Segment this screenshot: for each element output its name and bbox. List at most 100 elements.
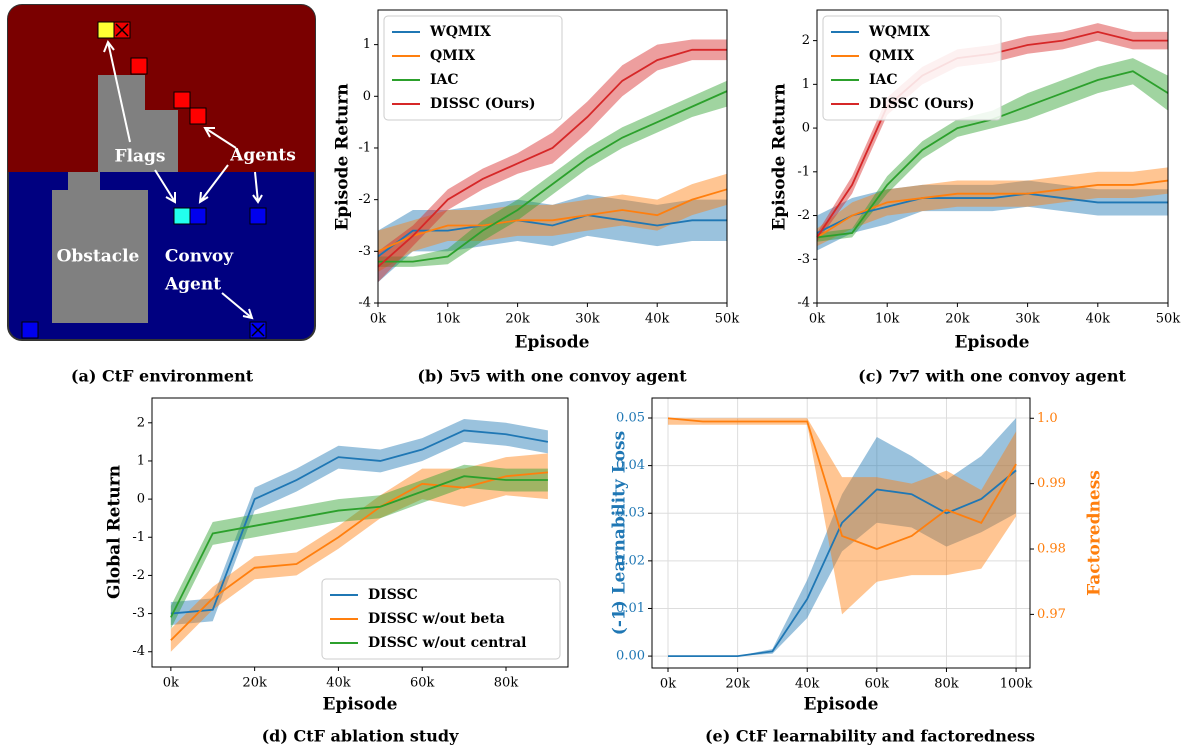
x-tick-label: 40k	[1086, 312, 1111, 327]
x-axis-label: Episode	[955, 333, 1030, 353]
legend-box	[321, 578, 561, 660]
band	[817, 180, 1168, 251]
x-axis-label: Episode	[804, 695, 879, 715]
y-tick-label: 2	[137, 415, 145, 430]
x-axis-label: Episode	[515, 333, 590, 353]
y-axis-label: Episode Return	[770, 83, 790, 230]
y-tick-label: -2	[358, 192, 371, 207]
legend-label: IAC	[869, 72, 898, 88]
y2-tick-label: 0.97	[1037, 607, 1066, 622]
x-tick-label: 100k	[1000, 677, 1033, 692]
agent	[173, 91, 191, 109]
x-tick-label: 40k	[326, 676, 351, 691]
plot-frame	[151, 397, 569, 668]
y-tick-label: 0	[363, 89, 371, 104]
x-tick-label: 60k	[410, 676, 435, 691]
band	[817, 58, 1168, 242]
x-tick-label: 20k	[242, 676, 267, 691]
red-half	[8, 5, 315, 172]
band	[817, 23, 1168, 242]
band	[378, 194, 727, 283]
x-tick-label: 30k	[1015, 312, 1040, 327]
x-tick-label: 20k	[945, 312, 970, 327]
line	[378, 90, 728, 263]
legend-label: DISSC w/out central	[368, 635, 526, 651]
x-tick-label: 20k	[725, 677, 750, 692]
line	[816, 179, 1169, 239]
y-tick-label: 0.00	[616, 649, 645, 664]
y2-axis-label: Factoredness	[1085, 470, 1105, 596]
env-label: Convoy	[165, 247, 234, 267]
band	[668, 418, 1017, 615]
agent	[189, 107, 207, 125]
y-tick-label: 0	[802, 121, 810, 136]
y-tick-label: -3	[358, 244, 371, 259]
x-tick-label: 30k	[575, 312, 600, 327]
agent	[21, 321, 39, 339]
x-tick-label: 40k	[795, 677, 820, 692]
y-axis-label: Episode Return	[333, 83, 353, 230]
y2-tick-label: 1.0	[1037, 411, 1058, 426]
flag	[173, 207, 191, 225]
y-tick-label: -1	[358, 140, 371, 155]
caption: (d) CtF ablation study	[262, 727, 460, 746]
x-tick-label: 80k	[934, 677, 959, 692]
y-tick-label: -4	[797, 296, 810, 311]
legend-box	[383, 15, 563, 121]
x-tick-label: 0k	[163, 676, 179, 691]
x-tick-label: 0k	[660, 677, 676, 692]
legend-label: WQMIX	[429, 24, 491, 40]
y-tick-label: -1	[132, 530, 145, 545]
plot-frame	[816, 9, 1169, 304]
caption: (c) 7v7 with one convoy agent	[858, 367, 1126, 386]
legend-label: DISSC (Ours)	[869, 96, 975, 112]
line	[667, 417, 1017, 550]
x-tick-label: 40k	[645, 312, 670, 327]
caption: (a) CtF environment	[71, 367, 254, 386]
band	[668, 418, 1017, 657]
x-tick-label: 0k	[370, 312, 386, 327]
env-label: Agent	[164, 275, 221, 295]
legend-label: QMIX	[869, 48, 914, 64]
y2-tick-label: 0.99	[1037, 476, 1066, 491]
x-tick-label: 50k	[1156, 312, 1181, 327]
flag	[97, 21, 115, 39]
caption: (b) 5v5 with one convoy agent	[417, 367, 687, 386]
y-tick-label: -4	[358, 296, 371, 311]
x-tick-label: 10k	[875, 312, 900, 327]
y-axis-label: (-1) Learnability Loss	[610, 431, 630, 635]
line	[377, 214, 727, 258]
y-axis-label: Global Return	[105, 465, 125, 599]
cross	[115, 23, 129, 37]
legend-label: DISSC w/out beta	[368, 611, 505, 627]
legend-label: WQMIX	[868, 24, 930, 40]
x-tick-label: 10k	[436, 312, 461, 327]
y-tick-label: -1	[797, 164, 810, 179]
cross	[251, 323, 265, 337]
line	[816, 192, 1168, 234]
arrows	[103, 39, 263, 320]
env-label: Agents	[229, 146, 296, 166]
plot-frame	[651, 397, 1031, 669]
legend-label: QMIX	[430, 48, 475, 64]
env-label: Flags	[115, 147, 166, 167]
plot-frame	[377, 9, 728, 304]
legend-label: DISSC (Ours)	[430, 96, 536, 112]
line	[170, 471, 548, 641]
band	[378, 80, 727, 267]
line	[377, 48, 727, 268]
env-label: Obstacle	[57, 247, 140, 267]
x-tick-label: 20k	[505, 312, 530, 327]
y-tick-label: 0.04	[616, 458, 645, 473]
y-tick-label: 0.02	[616, 553, 645, 568]
x-tick-label: 0k	[809, 312, 825, 327]
band	[170, 453, 548, 652]
band	[378, 39, 727, 283]
band	[170, 464, 548, 629]
y-tick-label: -3	[132, 606, 145, 621]
line	[170, 429, 549, 615]
y-tick-label: 1	[137, 453, 145, 468]
legend-box	[822, 15, 1002, 121]
x-axis-label: Episode	[323, 695, 398, 715]
y-tick-label: 1	[802, 77, 810, 92]
